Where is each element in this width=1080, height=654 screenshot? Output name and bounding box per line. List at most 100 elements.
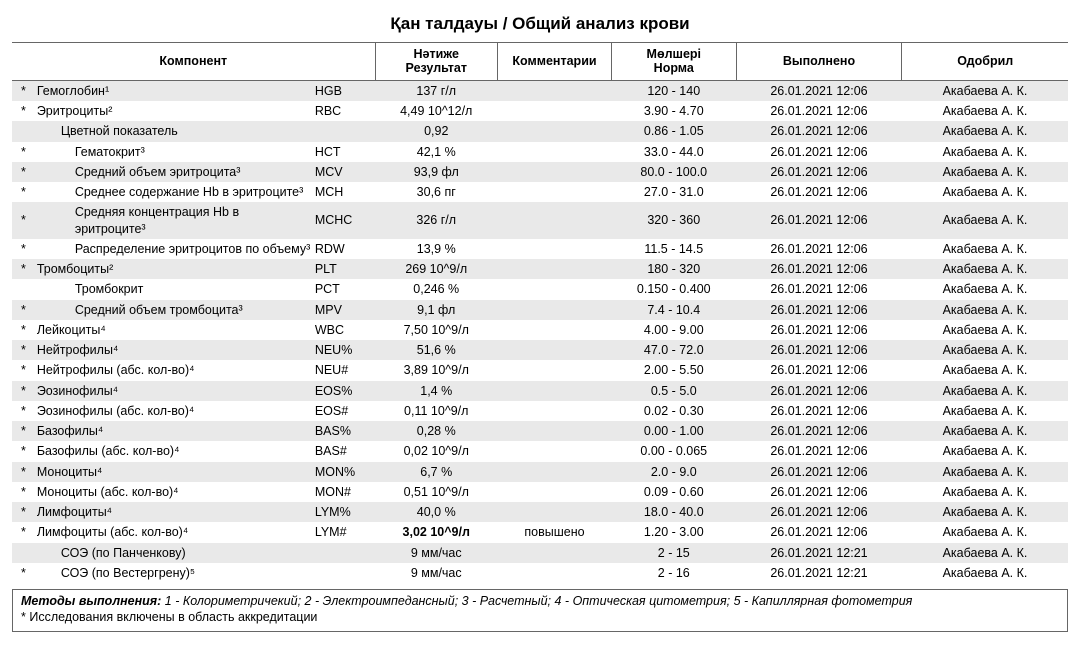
component-abbr: MPV xyxy=(313,300,375,320)
footnote-text: 1 - Колориметричекий; 2 - Электроимпедан… xyxy=(161,594,912,608)
footnote-label: Методы выполнения: xyxy=(21,594,161,608)
norm-value: 2 - 15 xyxy=(612,543,736,563)
asterisk-cell: * xyxy=(12,101,35,121)
component-abbr: EOS# xyxy=(313,401,375,421)
component-name: СОЭ (по Панченкову) xyxy=(35,543,313,563)
result-value: 0,28 % xyxy=(375,421,497,441)
performed-date: 26.01.2021 12:06 xyxy=(736,401,902,421)
comment-value xyxy=(497,563,611,583)
component-abbr: MON# xyxy=(313,482,375,502)
result-value: 9 мм/час xyxy=(375,563,497,583)
performed-date: 26.01.2021 12:06 xyxy=(736,522,902,542)
comment-value xyxy=(497,360,611,380)
table-row: *Нейтрофилы (абс. кол-во)⁴NEU#3,89 10^9/… xyxy=(12,360,1068,380)
result-value: 0,92 xyxy=(375,121,497,141)
norm-value: 0.5 - 5.0 xyxy=(612,381,736,401)
table-row: *Лимфоциты⁴LYM%40,0 %18.0 - 40.026.01.20… xyxy=(12,502,1068,522)
component-name: Тромбоциты² xyxy=(35,259,313,279)
component-name: Гемоглобин¹ xyxy=(35,80,313,101)
approved-by: Акабаева А. К. xyxy=(902,482,1068,502)
approved-by: Акабаева А. К. xyxy=(902,300,1068,320)
approved-by: Акабаева А. К. xyxy=(902,142,1068,162)
result-value: 326 г/л xyxy=(375,202,497,239)
approved-by: Акабаева А. К. xyxy=(902,441,1068,461)
norm-value: 0.02 - 0.30 xyxy=(612,401,736,421)
approved-by: Акабаева А. К. xyxy=(902,381,1068,401)
comment-value xyxy=(497,182,611,202)
result-value: 30,6 пг xyxy=(375,182,497,202)
performed-date: 26.01.2021 12:06 xyxy=(736,182,902,202)
component-name: Средняя концентрация Hb в эритроците³ xyxy=(35,202,313,239)
table-row: *Гемоглобин¹HGB137 г/л120 - 14026.01.202… xyxy=(12,80,1068,101)
approved-by: Акабаева А. К. xyxy=(902,421,1068,441)
table-row: ТромбокритPCT0,246 %0.150 - 0.40026.01.2… xyxy=(12,279,1068,299)
result-value: 42,1 % xyxy=(375,142,497,162)
norm-value: 0.09 - 0.60 xyxy=(612,482,736,502)
comment-value xyxy=(497,482,611,502)
approved-by: Акабаева А. К. xyxy=(902,340,1068,360)
approved-by: Акабаева А. К. xyxy=(902,502,1068,522)
cbc-table: Компонент Нәтиже Результат Комментарии М… xyxy=(12,42,1068,583)
approved-by: Акабаева А. К. xyxy=(902,182,1068,202)
comment-value: повышено xyxy=(497,522,611,542)
component-name: СОЭ (по Вестергрену)⁵ xyxy=(35,563,313,583)
comment-value xyxy=(497,121,611,141)
component-abbr: HCT xyxy=(313,142,375,162)
performed-date: 26.01.2021 12:06 xyxy=(736,482,902,502)
component-abbr: EOS% xyxy=(313,381,375,401)
norm-value: 4.00 - 9.00 xyxy=(612,320,736,340)
component-abbr: BAS# xyxy=(313,441,375,461)
norm-value: 33.0 - 44.0 xyxy=(612,142,736,162)
comment-value xyxy=(497,279,611,299)
component-name: Гематокрит³ xyxy=(35,142,313,162)
component-name: Моноциты (абс. кол-во)⁴ xyxy=(35,482,313,502)
asterisk-cell: * xyxy=(12,142,35,162)
result-value: 40,0 % xyxy=(375,502,497,522)
result-value: 1,4 % xyxy=(375,381,497,401)
asterisk-cell: * xyxy=(12,462,35,482)
table-row: *Средний объем тромбоцита³MPV9,1 фл7.4 -… xyxy=(12,300,1068,320)
norm-value: 1.20 - 3.00 xyxy=(612,522,736,542)
table-row: *Распределение эритроцитов по объему³RDW… xyxy=(12,239,1068,259)
performed-date: 26.01.2021 12:06 xyxy=(736,162,902,182)
comment-value xyxy=(497,101,611,121)
norm-value: 7.4 - 10.4 xyxy=(612,300,736,320)
asterisk-cell: * xyxy=(12,522,35,542)
norm-value: 120 - 140 xyxy=(612,80,736,101)
approved-by: Акабаева А. К. xyxy=(902,239,1068,259)
asterisk-cell: * xyxy=(12,182,35,202)
comment-value xyxy=(497,259,611,279)
table-row: *Средний объем эритроцита³MCV93,9 фл80.0… xyxy=(12,162,1068,182)
performed-date: 26.01.2021 12:06 xyxy=(736,121,902,141)
approved-by: Акабаева А. К. xyxy=(902,101,1068,121)
result-value: 137 г/л xyxy=(375,80,497,101)
component-name: Распределение эритроцитов по объему³ xyxy=(35,239,313,259)
component-abbr: MCHC xyxy=(313,202,375,239)
table-row: *Средняя концентрация Hb в эритроците³MC… xyxy=(12,202,1068,239)
table-row: *Тромбоциты²PLT269 10^9/л180 - 32026.01.… xyxy=(12,259,1068,279)
result-value: 269 10^9/л xyxy=(375,259,497,279)
component-abbr: HGB xyxy=(313,80,375,101)
norm-value: 2 - 16 xyxy=(612,563,736,583)
performed-date: 26.01.2021 12:06 xyxy=(736,202,902,239)
footnote: Методы выполнения: 1 - Колориметричекий;… xyxy=(12,589,1068,632)
comment-value xyxy=(497,239,611,259)
result-value: 13,9 % xyxy=(375,239,497,259)
performed-date: 26.01.2021 12:06 xyxy=(736,421,902,441)
col-approved: Одобрил xyxy=(902,43,1068,81)
result-value: 6,7 % xyxy=(375,462,497,482)
comment-value xyxy=(497,142,611,162)
asterisk-cell xyxy=(12,279,35,299)
asterisk-cell: * xyxy=(12,300,35,320)
comment-value xyxy=(497,300,611,320)
comment-value xyxy=(497,502,611,522)
comment-value xyxy=(497,462,611,482)
approved-by: Акабаева А. К. xyxy=(902,162,1068,182)
component-abbr: LYM% xyxy=(313,502,375,522)
approved-by: Акабаева А. К. xyxy=(902,543,1068,563)
comment-value xyxy=(497,202,611,239)
asterisk-cell: * xyxy=(12,239,35,259)
norm-value: 180 - 320 xyxy=(612,259,736,279)
asterisk-cell: * xyxy=(12,401,35,421)
component-abbr: PCT xyxy=(313,279,375,299)
